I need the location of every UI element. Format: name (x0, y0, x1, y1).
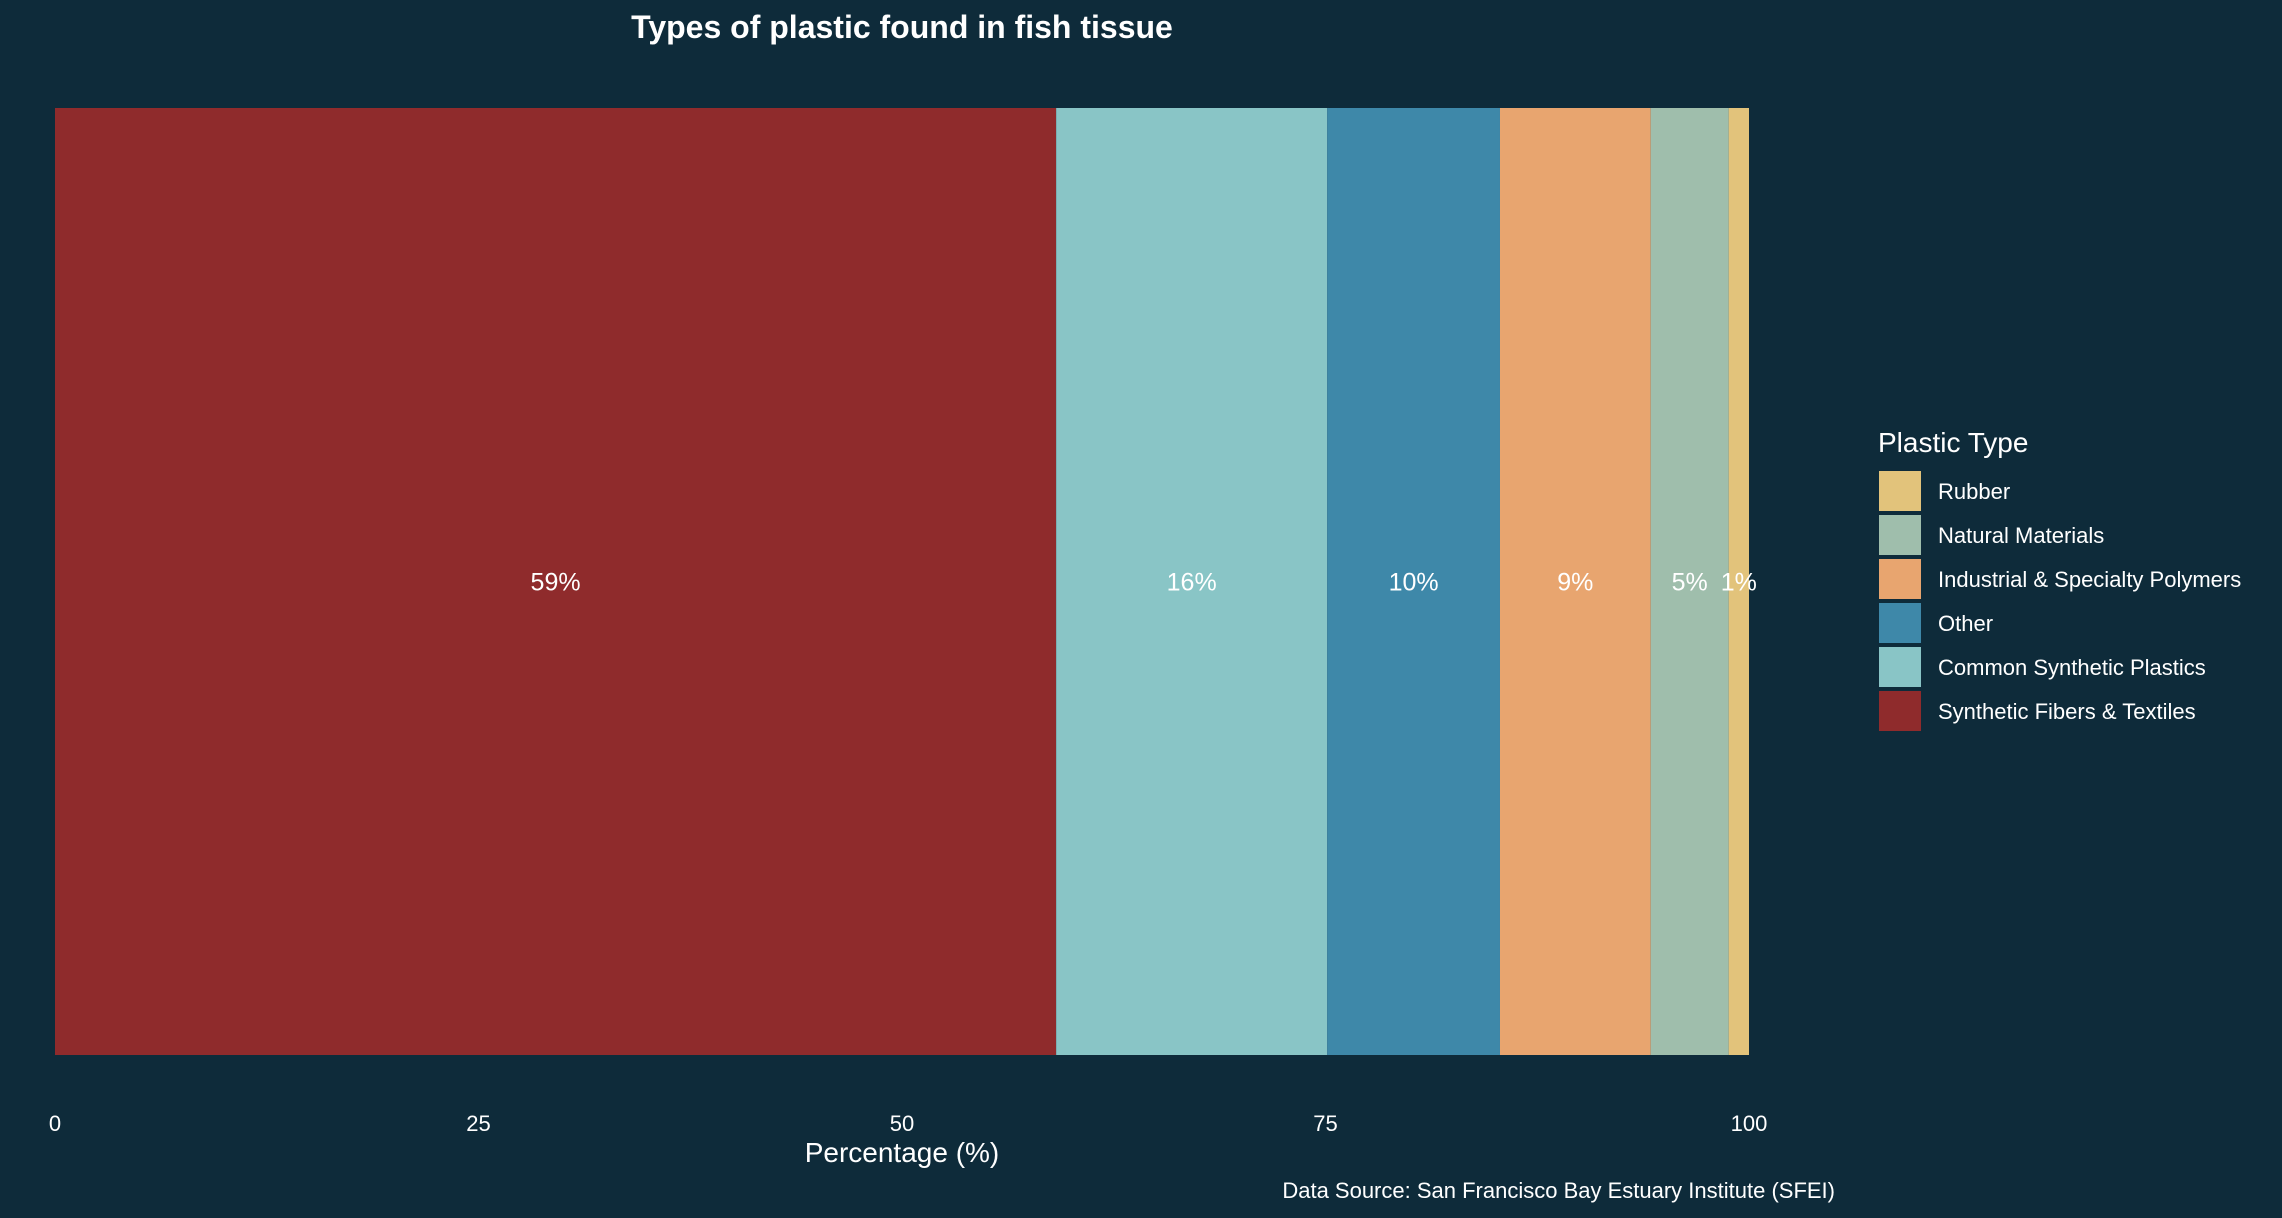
bar-segment-2 (1327, 108, 1500, 1055)
legend-swatch (1879, 559, 1921, 599)
bar-segment-3 (1499, 108, 1651, 1055)
bar-segments (55, 108, 1749, 1055)
data-source-caption: Data Source: San Francisco Bay Estuary I… (1282, 1178, 1835, 1203)
bar-segment-0 (55, 108, 1057, 1055)
legend-swatch (1879, 603, 1921, 643)
segment-label-3: 9% (1557, 569, 1593, 597)
legend-label: Natural Materials (1938, 523, 2104, 548)
bar-segment-5 (1728, 108, 1749, 1055)
x-tick-label: 100 (1731, 1111, 1768, 1136)
legend-swatch (1879, 691, 1921, 731)
x-axis-ticks: 0 25 50 75 100 (49, 1111, 1767, 1136)
x-axis-label: Percentage (%) (805, 1137, 1000, 1168)
bar-segment-1 (1056, 108, 1328, 1055)
legend-swatch (1879, 515, 1921, 555)
bar-segment-4 (1650, 108, 1729, 1055)
legend: Plastic Type Rubber Natural Materials Indu… (1878, 427, 2241, 731)
legend-label: Industrial & Specialty Polymers (1938, 567, 2241, 592)
legend-label: Other (1938, 611, 1993, 636)
legend-title: Plastic Type (1878, 427, 2028, 458)
x-tick-label: 0 (49, 1111, 61, 1136)
legend-label: Rubber (1938, 479, 2010, 504)
x-tick-label: 25 (466, 1111, 490, 1136)
chart-title: Types of plastic found in fish tissue (631, 9, 1173, 45)
legend-label: Common Synthetic Plastics (1938, 655, 2206, 680)
segment-label-2: 10% (1389, 569, 1439, 597)
segment-label-1: 16% (1167, 569, 1217, 597)
legend-swatch (1879, 471, 1921, 511)
segment-labels: 59% 16% 10% 9% 5% 1% (531, 569, 1757, 597)
segment-label-5: 1% (1721, 569, 1757, 597)
legend-swatch (1879, 647, 1921, 687)
x-tick-label: 75 (1313, 1111, 1337, 1136)
segment-label-0: 59% (531, 569, 581, 597)
x-tick-label: 50 (890, 1111, 914, 1136)
segment-label-4: 5% (1672, 569, 1708, 597)
legend-label: Synthetic Fibers & Textiles (1938, 699, 2196, 724)
